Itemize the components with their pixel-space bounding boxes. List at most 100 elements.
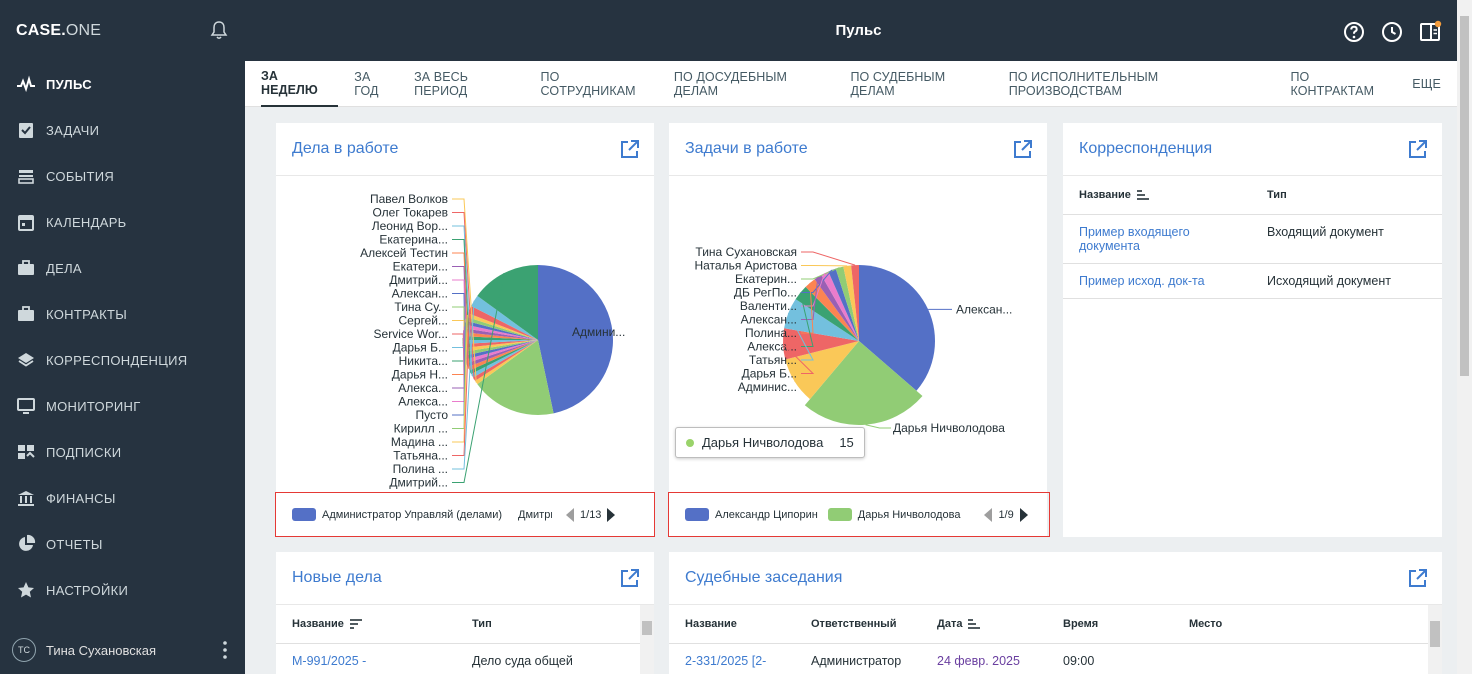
case-link[interactable]: М-991/2025 - xyxy=(276,643,456,674)
column-header-name[interactable]: Название xyxy=(1063,176,1251,215)
legend-prev-icon[interactable] xyxy=(984,507,993,522)
legend-item[interactable]: Администратор Управляй (делами) xyxy=(292,508,502,521)
sidebar-item-11[interactable]: НАСТРОЙКИ xyxy=(0,567,245,613)
column-header-place[interactable]: Место xyxy=(1173,605,1428,644)
sort-icon[interactable] xyxy=(349,619,362,629)
pie-slice[interactable] xyxy=(463,324,538,340)
panel-toggle-icon[interactable] xyxy=(1418,20,1442,44)
pie-slice[interactable] xyxy=(784,299,859,341)
sidebar-item-2[interactable]: СОБЫТИЯ xyxy=(0,153,245,199)
help-icon[interactable] xyxy=(1342,20,1366,44)
hearing-link[interactable]: 2-331/2025 [2- xyxy=(669,643,795,674)
pie-slice[interactable] xyxy=(805,279,859,341)
pie-slice[interactable] xyxy=(465,316,538,340)
pie-slice[interactable] xyxy=(463,328,538,340)
pie-slice[interactable] xyxy=(463,340,538,352)
open-external-icon[interactable] xyxy=(620,568,640,588)
sidebar-item-4[interactable]: ДЕЛА xyxy=(0,245,245,291)
pie-slice[interactable] xyxy=(843,265,859,341)
pie-slice[interactable] xyxy=(835,266,859,341)
pie-slice[interactable] xyxy=(471,340,538,378)
pie-slice[interactable] xyxy=(463,340,538,348)
table-row[interactable]: 2-331/2025 [2- Администратор 24 февр. 20… xyxy=(669,643,1428,674)
tab-2[interactable]: ЗА ВЕСЬ ПЕРИОД xyxy=(414,69,469,98)
tab-3[interactable]: ПО СОТРУДНИКАМ xyxy=(540,69,636,98)
pie-slice[interactable] xyxy=(859,265,935,391)
legend-item[interactable]: Дмитрий xyxy=(518,508,552,521)
legend-next-icon[interactable] xyxy=(1019,507,1028,522)
sidebar-item-0[interactable]: ПУЛЬС xyxy=(0,61,245,107)
kebab-menu-icon[interactable] xyxy=(223,640,227,660)
pie-slice[interactable] xyxy=(466,313,538,340)
pie-slice[interactable] xyxy=(828,268,859,341)
pie-slice[interactable] xyxy=(464,320,538,340)
pie-slice[interactable] xyxy=(814,275,859,341)
sidebar-item-1[interactable]: ЗАДАЧИ xyxy=(0,107,245,153)
bell-icon[interactable] xyxy=(210,20,228,40)
table-row[interactable]: М-991/2025 - Дело суда общей xyxy=(276,643,640,674)
pie-slice[interactable] xyxy=(466,340,538,367)
pie-slice[interactable] xyxy=(467,305,538,340)
column-header-name[interactable]: Название xyxy=(276,605,456,644)
column-header-type[interactable]: Тип xyxy=(456,605,640,644)
pie-slice[interactable] xyxy=(463,332,538,340)
table-row[interactable]: Пример входящего документа Входящий докум… xyxy=(1063,214,1442,264)
legend-next-icon[interactable] xyxy=(607,507,616,522)
clock-icon[interactable] xyxy=(1380,20,1404,44)
pie-slice[interactable] xyxy=(471,295,538,340)
legend-item[interactable]: Александр Ципорин xyxy=(685,508,818,521)
sidebar-item-10[interactable]: ОТЧЕТЫ xyxy=(0,521,245,567)
tab-6[interactable]: ПО ИСПОЛНИТЕЛЬНЫМ ПРОИЗВОДСТВАМ xyxy=(1008,69,1159,98)
pie-slice[interactable] xyxy=(821,271,859,341)
pie-slice[interactable] xyxy=(783,328,859,360)
legend-prev-icon[interactable] xyxy=(566,507,575,522)
pie-slice[interactable] xyxy=(463,340,538,356)
column-header-type[interactable]: Тип xyxy=(1251,176,1442,215)
tasks-pie-chart[interactable]: Алексан... Дарья Ничволодова Тина Сухановс… xyxy=(669,176,1047,494)
doc-link[interactable]: Пример исход. док-та xyxy=(1063,263,1251,299)
pie-slice[interactable] xyxy=(463,336,538,340)
app-logo[interactable]: CASE.ONE xyxy=(16,21,102,39)
pie-slice[interactable] xyxy=(463,340,538,344)
tab-0[interactable]: ЗА НЕДЕЛЮ xyxy=(261,61,339,107)
column-header-time[interactable]: Время xyxy=(1047,605,1173,644)
sidebar-item-7[interactable]: МОНИТОРИНГ xyxy=(0,383,245,429)
pie-slice[interactable] xyxy=(851,265,859,341)
open-external-icon[interactable] xyxy=(1408,568,1428,588)
page-scrollbar[interactable] xyxy=(1457,0,1472,674)
sidebar-item-5[interactable]: КОНТРАКТЫ xyxy=(0,291,245,337)
table-scrollbar[interactable] xyxy=(1428,605,1442,674)
user-panel[interactable]: TC Тина Сухановская xyxy=(0,626,245,674)
column-header-responsible[interactable]: Ответственный xyxy=(795,605,921,644)
pie-slice[interactable] xyxy=(473,340,538,381)
pie-slice[interactable] xyxy=(804,341,923,425)
sidebar-item-6[interactable]: КОРРЕСПОНДЕНЦИЯ xyxy=(0,337,245,383)
tab-5[interactable]: ПО СУДЕБНЫМ ДЕЛАМ xyxy=(850,69,946,98)
doc-link[interactable]: Пример входящего документа xyxy=(1063,214,1251,264)
tab-8[interactable]: ЕЩЕ xyxy=(1412,76,1441,91)
sort-icon[interactable] xyxy=(968,619,981,629)
pie-slice[interactable] xyxy=(465,340,538,364)
column-header-name[interactable]: Название xyxy=(669,605,795,644)
sidebar-item-9[interactable]: ФИНАНСЫ xyxy=(0,475,245,521)
sidebar-item-8[interactable]: ПОДПИСКИ xyxy=(0,429,245,475)
table-scrollbar[interactable] xyxy=(640,605,654,674)
sort-icon[interactable] xyxy=(1136,190,1149,200)
open-external-icon[interactable] xyxy=(1408,139,1428,159)
sidebar-item-3[interactable]: КАЛЕНДАРЬ xyxy=(0,199,245,245)
tab-1[interactable]: ЗА ГОД xyxy=(354,69,379,98)
pie-slice[interactable] xyxy=(477,340,554,415)
avatar[interactable]: TC xyxy=(12,638,36,662)
pie-slice[interactable] xyxy=(538,265,613,414)
pie-slice[interactable] xyxy=(477,265,538,340)
open-external-icon[interactable] xyxy=(620,139,640,159)
pie-slice[interactable] xyxy=(467,340,538,371)
tab-4[interactable]: ПО ДОСУДЕБНЫМ ДЕЛАМ xyxy=(673,69,788,98)
pie-slice[interactable] xyxy=(464,340,538,360)
column-header-date[interactable]: Дата xyxy=(921,605,1047,644)
table-row[interactable]: Пример исход. док-та Исходящий документ xyxy=(1063,263,1442,299)
hearing-date[interactable]: 24 февр. 2025 xyxy=(921,643,1047,674)
pie-slice[interactable] xyxy=(475,340,538,385)
tab-7[interactable]: ПО КОНТРАКТАМ xyxy=(1290,69,1375,98)
